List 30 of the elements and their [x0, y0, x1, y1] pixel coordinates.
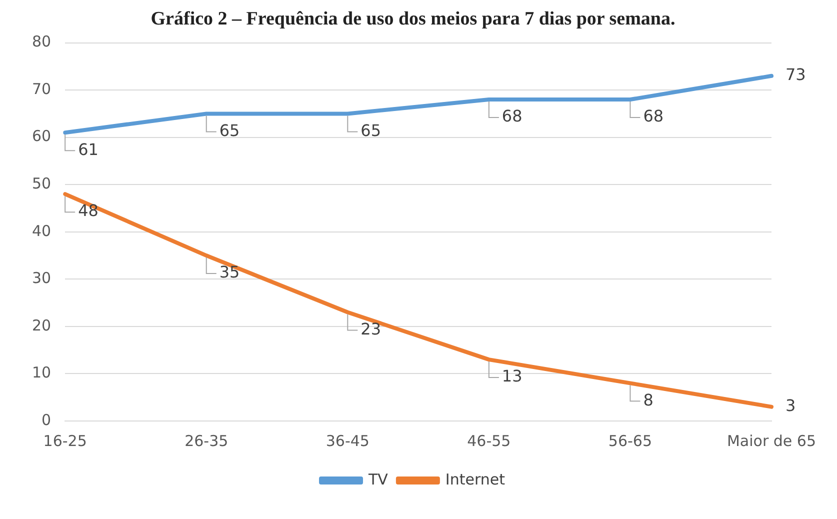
- x-tick-label: 56-65: [608, 432, 652, 450]
- y-tick-label: 60: [32, 127, 52, 146]
- data-label: 73: [785, 65, 806, 84]
- y-tick-label: 10: [32, 364, 52, 382]
- data-label: 48: [78, 201, 98, 220]
- data-label: 68: [643, 106, 664, 126]
- data-label: 8: [643, 390, 654, 410]
- data-label: 35: [219, 262, 240, 282]
- data-label: 65: [219, 120, 240, 140]
- data-label: 3: [785, 396, 796, 415]
- x-tick-label: 46-55: [467, 432, 511, 450]
- y-tick-label: 50: [32, 174, 52, 193]
- y-tick-label: 40: [32, 222, 52, 240]
- x-tick-label: Maior de 65: [726, 432, 816, 450]
- x-tick-label: 16-25: [43, 432, 87, 450]
- data-label: 13: [502, 366, 522, 386]
- legend-label: Internet: [445, 470, 506, 488]
- y-tick-label: 80: [32, 32, 52, 51]
- data-label: 23: [360, 319, 382, 338]
- x-tick-label: 36-45: [326, 432, 370, 450]
- y-tick-label: 0: [42, 410, 52, 429]
- y-tick-label: 30: [32, 269, 52, 288]
- chart-title: Gráfico 2 – Frequência de uso dos meios para 7 dias por semana.: [150, 8, 676, 30]
- y-tick-label: 20: [32, 316, 52, 334]
- x-tick-label: 26-35: [184, 432, 228, 450]
- data-label: 68: [502, 106, 522, 126]
- legend-label: TV: [368, 470, 389, 488]
- y-tick-label: 70: [32, 80, 52, 98]
- data-label: 61: [78, 140, 98, 159]
- data-label: 65: [360, 120, 382, 140]
